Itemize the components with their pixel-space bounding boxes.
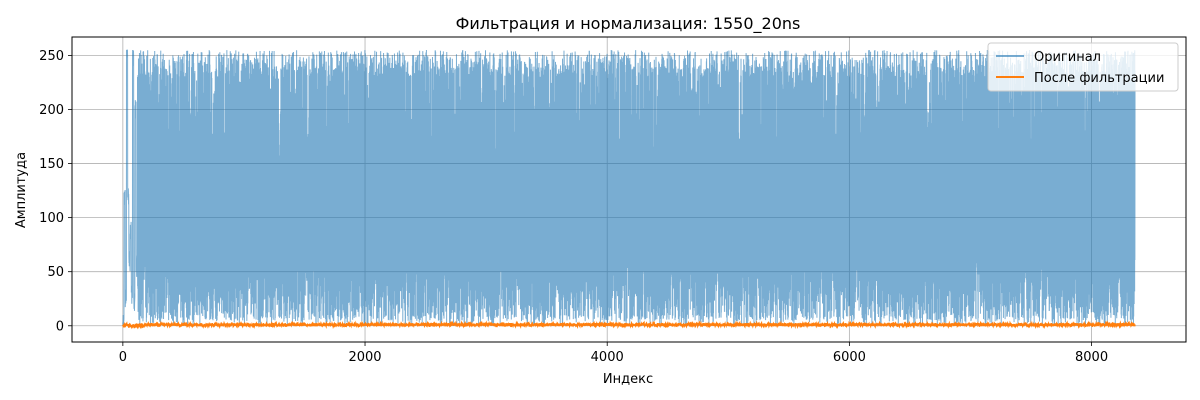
x-tick-label: 8000 xyxy=(1075,350,1108,365)
series-original-path xyxy=(122,49,1136,326)
y-tick-label: 100 xyxy=(39,211,64,226)
x-tick-label: 0 xyxy=(119,350,127,365)
y-axis-title: Амплитуда xyxy=(14,152,29,228)
legend-label-original: Оригинал xyxy=(1034,50,1101,65)
legend-label-filtered: После фильтрации xyxy=(1034,71,1164,86)
y-tick-label: 0 xyxy=(56,319,64,334)
plot-frame xyxy=(71,36,1187,343)
legend: Оригинал После фильтрации xyxy=(987,42,1179,92)
chart-title: Фильтрация и нормализация: 1550_20ns xyxy=(456,14,801,34)
x-tick-label: 2000 xyxy=(348,350,381,365)
series-filtered-path xyxy=(122,320,1136,330)
y-tick-label: 250 xyxy=(39,49,64,64)
series-original-line xyxy=(122,49,1136,326)
y-axis-ticks: 0 50 100 150 200 250 xyxy=(39,49,72,334)
x-tick-label: 4000 xyxy=(591,350,624,365)
x-tick-label: 6000 xyxy=(833,350,866,365)
y-tick-label: 150 xyxy=(39,157,64,172)
x-axis-title: Индекс xyxy=(603,372,653,387)
y-tick-label: 50 xyxy=(47,265,64,280)
x-axis-ticks: 0 2000 4000 6000 8000 xyxy=(119,342,1108,365)
legend-box xyxy=(987,42,1179,92)
y-tick-label: 200 xyxy=(39,103,64,118)
series-filtered-line xyxy=(122,320,1136,330)
